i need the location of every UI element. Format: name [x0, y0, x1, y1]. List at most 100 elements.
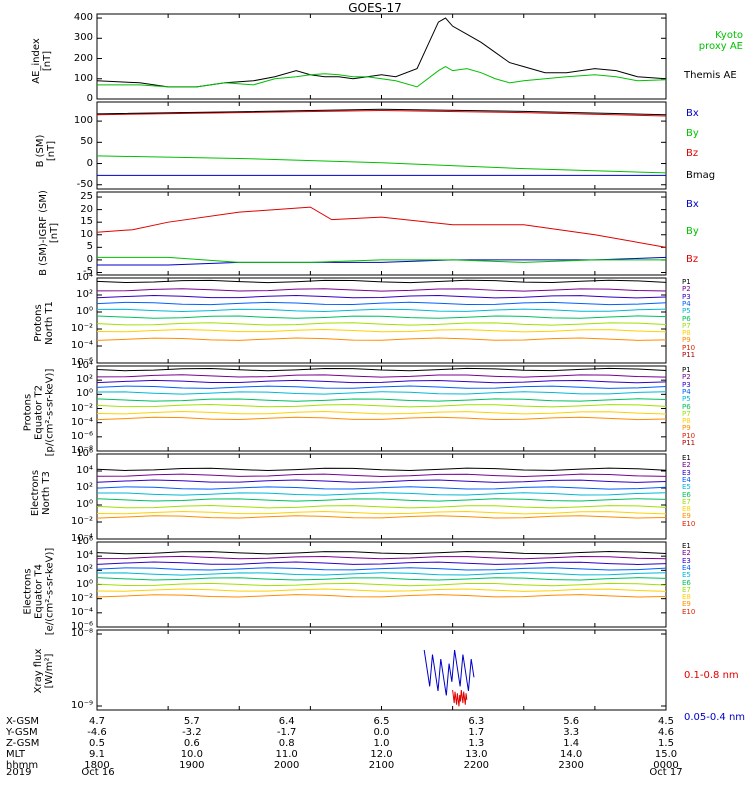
footer-value: 1.7: [468, 727, 485, 738]
y-tick-label: 300: [73, 32, 93, 44]
series-line: [96, 155, 667, 174]
y-tick-label: 10⁻⁸: [70, 628, 93, 639]
channel-label: P11: [682, 351, 696, 359]
footer-value: 0.8: [278, 738, 295, 749]
channel-label: P10: [682, 431, 696, 440]
legend-bz2: Bz: [686, 254, 699, 265]
footer-value: 5.7: [183, 716, 200, 727]
channel-line: [96, 561, 667, 565]
y-tick-label: 5: [86, 241, 93, 253]
y-tick-label: 0: [86, 93, 93, 104]
y-tick-label: 0: [86, 157, 93, 169]
channel-line: [96, 510, 667, 515]
channel-line: [96, 416, 667, 421]
footer-value: 1.4: [563, 738, 580, 749]
legend-bx2: Bx: [686, 199, 699, 210]
channel-line: [96, 473, 667, 477]
channel-label: P2: [682, 285, 691, 294]
footer-value: 6.4: [278, 716, 295, 727]
y-tick-label: 50: [80, 136, 93, 148]
channel-label: E3: [682, 556, 691, 565]
channel-line: [96, 403, 667, 408]
channel-label: E7: [682, 585, 691, 594]
channel-line: [96, 515, 667, 519]
channel-line: [96, 315, 667, 319]
channel-label: P10: [682, 343, 696, 352]
legend-kyoto: Kyoto proxy AE: [698, 30, 743, 52]
y-tick-label: 10²: [76, 374, 93, 386]
panel-frame: [96, 365, 667, 452]
footer-value: 1.5: [658, 738, 674, 749]
channel-label: P6: [682, 402, 691, 411]
channel-line: [96, 479, 667, 483]
footer-value: 4.6: [658, 727, 674, 738]
footer-year: 2019: [6, 767, 32, 778]
channel-line: [96, 385, 667, 389]
footer-value: 0.0: [373, 727, 390, 738]
channel-label: E9: [682, 600, 691, 609]
channel-label: P11: [682, 439, 696, 447]
footer-value: 9.1: [89, 749, 105, 760]
channel-label: E1: [682, 542, 691, 550]
y-tick-label: 10⁴: [76, 360, 93, 371]
ylabel-electrons-t4: Electrons Equator T4 [e/(cm²-s-sr-keV)]: [22, 547, 56, 636]
footer-value: 0.5: [89, 738, 105, 749]
footer-value: 0.6: [183, 738, 200, 749]
footer-value: 1.3: [468, 738, 485, 749]
channel-label: P1: [682, 278, 691, 286]
footer-value: 6.5: [373, 716, 390, 727]
y-tick-label: 100: [73, 72, 93, 84]
y-tick-label: 20: [80, 203, 93, 215]
y-tick-label: 10⁻⁴: [70, 606, 93, 618]
y-tick-label: 10⁻⁶: [70, 621, 93, 632]
footer-row-label: X-GSM: [6, 716, 40, 727]
channel-label: P3: [682, 380, 691, 389]
legend-xray-short: 0.05-0.4 nm: [684, 712, 746, 723]
channel-label: P7: [682, 409, 691, 418]
channel-label: E2: [682, 549, 691, 558]
channel-label: P9: [682, 336, 691, 345]
y-tick-label: 10⁻⁴: [70, 416, 93, 428]
channel-line: [96, 572, 667, 576]
panel-frame: [96, 101, 667, 190]
y-tick-label: -5: [83, 266, 93, 278]
footer-value: 1900: [179, 760, 205, 771]
footer-value: 4.5: [658, 716, 674, 727]
channel-label: E8: [682, 505, 691, 514]
channel-line: [96, 577, 667, 581]
channel-label: P9: [682, 424, 691, 433]
footer-value: 6.3: [468, 716, 485, 727]
footer-row-label: Z-GSM: [6, 738, 40, 749]
footer-value: 14.0: [560, 749, 583, 760]
footer-value: 13.0: [465, 749, 488, 760]
footer-row-label: MLT: [6, 749, 25, 760]
y-tick-label: -50: [76, 178, 93, 190]
footer-value: 1800: [84, 760, 110, 771]
channel-line: [96, 301, 667, 306]
channel-label: E4: [682, 475, 691, 484]
legend-bz: Bz: [686, 148, 699, 159]
y-tick-label: 100: [73, 115, 93, 127]
y-tick-label: 10⁻²: [70, 592, 93, 604]
panel-frame: [96, 13, 667, 100]
footer-value: 12.0: [370, 749, 393, 760]
series-line: [97, 66, 667, 88]
footer-value: 3.3: [563, 727, 580, 738]
y-tick-label: 10²: [76, 564, 93, 576]
channel-label: E2: [682, 461, 691, 470]
legend-bx: Bx: [686, 108, 699, 119]
channel-label: E10: [682, 519, 696, 528]
channel-line: [96, 337, 667, 341]
channel-line: [96, 492, 667, 496]
footer-date-start: Oct 16: [81, 767, 115, 778]
ylabel-protons-t2: Protons Equator T2 [p/(cm²-s-sr-keV)]: [22, 368, 56, 457]
channel-line: [96, 391, 667, 395]
legend-xray-long: 0.1-0.8 nm: [684, 670, 739, 681]
series-line: [97, 256, 666, 263]
footer-value: 4.7: [89, 716, 105, 727]
y-tick-label: 10⁶: [76, 536, 93, 547]
channel-label: P2: [682, 373, 691, 382]
channel-label: P7: [682, 321, 691, 330]
channel-line: [96, 411, 667, 415]
